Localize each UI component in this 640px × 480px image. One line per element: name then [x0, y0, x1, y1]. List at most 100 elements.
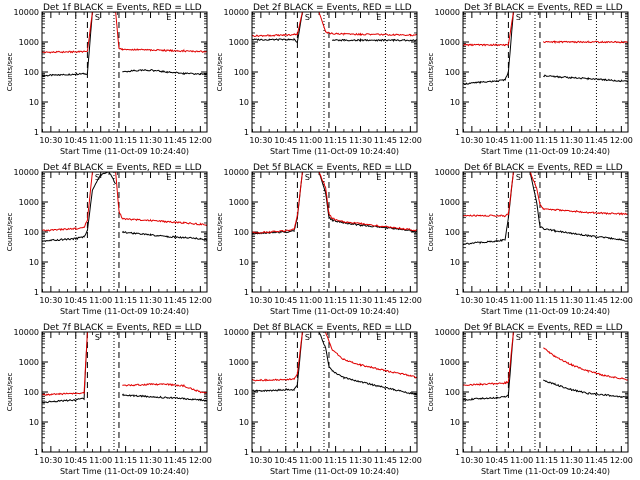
- x-tick-label: 11:00: [510, 456, 533, 465]
- plot-frame: [41, 331, 208, 453]
- x-tick-label: 11:30: [560, 456, 583, 465]
- y-tick-label: 10000: [435, 8, 460, 17]
- marker-label: S: [305, 173, 310, 182]
- x-tick-label: 11:00: [89, 296, 112, 305]
- y-tick-label: 1: [455, 448, 460, 457]
- marker-label: E: [166, 13, 171, 22]
- y-tick-label: 1000: [19, 38, 39, 47]
- y-tick-label: 1: [244, 128, 249, 137]
- y-tick-label: 1: [34, 448, 39, 457]
- x-tick-label: 10:30: [460, 296, 483, 305]
- x-tick-label: 10:30: [39, 456, 62, 465]
- plot-frame: [251, 331, 418, 453]
- marker-label: E: [587, 173, 592, 182]
- x-axis-label: Start Time (11-Oct-09 10:24:40): [270, 307, 399, 316]
- x-tick-label: 11:15: [324, 456, 347, 465]
- x-tick-label: 11:30: [349, 296, 372, 305]
- x-tick-label: 11:15: [535, 296, 558, 305]
- marker-label: E: [376, 173, 381, 182]
- y-tick-label: 1: [455, 288, 460, 297]
- marker-label: E: [587, 333, 592, 342]
- y-tick-label: 1000: [440, 38, 460, 47]
- y-axis-label: Counts/sec: [6, 373, 14, 412]
- x-tick-label: 10:45: [485, 456, 508, 465]
- x-axis-label: Start Time (11-Oct-09 10:24:40): [60, 467, 189, 476]
- detector-panel-9: Det 9f BLACK = Events, RED = LLD Counts/s…: [427, 323, 633, 476]
- marker-label: S: [516, 173, 521, 182]
- x-tick-label: 11:45: [164, 456, 187, 465]
- y-tick-label: 100: [234, 68, 249, 77]
- events-series-line: [462, 11, 629, 86]
- y-tick-label: 1: [34, 128, 39, 137]
- lld-series-line: [251, 11, 418, 38]
- y-tick-label: 1000: [19, 358, 39, 367]
- marker-label: S: [95, 13, 100, 22]
- panel-title: Det 6f BLACK = Events, RED = LLD: [464, 163, 623, 173]
- x-tick-label: 11:15: [114, 296, 137, 305]
- y-tick-label: 10: [239, 418, 249, 427]
- plot-frame: [251, 171, 418, 293]
- marker-label: E: [376, 333, 381, 342]
- y-tick-label: 100: [445, 68, 460, 77]
- y-axis-label: Counts/sec: [216, 53, 224, 92]
- y-tick-label: 1000: [229, 198, 249, 207]
- lld-series-line: [251, 331, 418, 382]
- x-tick-label: 10:30: [39, 136, 62, 145]
- marker-label: S: [95, 173, 100, 182]
- x-tick-label: 11:30: [139, 136, 162, 145]
- lld-series-line: [41, 11, 208, 54]
- lld-series-line: [462, 331, 629, 387]
- y-tick-label: 1: [244, 288, 249, 297]
- events-series-line: [41, 11, 208, 78]
- x-tick-label: 11:45: [585, 136, 608, 145]
- x-tick-label: 11:45: [374, 136, 397, 145]
- x-tick-label: 10:30: [249, 456, 272, 465]
- x-tick-label: 11:15: [114, 136, 137, 145]
- detector-panel-5: Det 5f BLACK = Events, RED = LLD Counts/s…: [216, 163, 422, 316]
- x-tick-label: 11:00: [299, 456, 322, 465]
- x-tick-label: 10:45: [64, 136, 87, 145]
- detector-panel-3: Det 3f BLACK = Events, RED = LLD Counts/s…: [427, 3, 633, 156]
- y-tick-label: 10000: [224, 168, 249, 177]
- x-tick-label: 12:00: [189, 136, 212, 145]
- y-tick-label: 100: [445, 388, 460, 397]
- x-tick-label: 10:45: [485, 136, 508, 145]
- y-tick-label: 1000: [19, 198, 39, 207]
- events-series-line: [462, 171, 629, 246]
- marker-label: E: [166, 333, 171, 342]
- panel-title: Det 9f BLACK = Events, RED = LLD: [464, 323, 623, 333]
- x-axis-label: Start Time (11-Oct-09 10:24:40): [270, 147, 399, 156]
- x-tick-label: 11:00: [510, 296, 533, 305]
- y-tick-label: 1000: [440, 198, 460, 207]
- panel-title: Det 1f BLACK = Events, RED = LLD: [43, 3, 202, 13]
- marker-label: S: [305, 13, 310, 22]
- y-tick-label: 10: [450, 418, 460, 427]
- x-tick-label: 10:30: [460, 136, 483, 145]
- x-tick-label: 11:30: [560, 296, 583, 305]
- y-axis-label: Counts/sec: [427, 373, 435, 412]
- x-tick-label: 12:00: [189, 456, 212, 465]
- x-tick-label: 11:30: [349, 136, 372, 145]
- x-tick-label: 10:45: [274, 456, 297, 465]
- x-tick-label: 11:15: [535, 456, 558, 465]
- events-series-line: [251, 171, 418, 235]
- panel-title: Det 7f BLACK = Events, RED = LLD: [43, 323, 202, 333]
- x-tick-label: 10:45: [64, 296, 87, 305]
- plot-frame: [41, 171, 208, 293]
- x-tick-label: 12:00: [610, 296, 633, 305]
- x-axis-label: Start Time (11-Oct-09 10:24:40): [60, 307, 189, 316]
- detector-panel-6: Det 6f BLACK = Events, RED = LLD Counts/s…: [427, 163, 633, 316]
- x-tick-label: 11:30: [560, 136, 583, 145]
- x-tick-label: 11:45: [585, 296, 608, 305]
- x-tick-label: 11:30: [139, 296, 162, 305]
- y-tick-label: 10: [239, 98, 249, 107]
- y-axis-label: Counts/sec: [6, 213, 14, 252]
- x-tick-label: 11:45: [585, 456, 608, 465]
- x-axis-label: Start Time (11-Oct-09 10:24:40): [481, 307, 610, 316]
- marker-label: S: [516, 333, 521, 342]
- x-axis-label: Start Time (11-Oct-09 10:24:40): [60, 147, 189, 156]
- x-axis-label: Start Time (11-Oct-09 10:24:40): [481, 467, 610, 476]
- y-tick-label: 100: [24, 388, 39, 397]
- x-tick-label: 11:15: [324, 296, 347, 305]
- marker-label: S: [516, 13, 521, 22]
